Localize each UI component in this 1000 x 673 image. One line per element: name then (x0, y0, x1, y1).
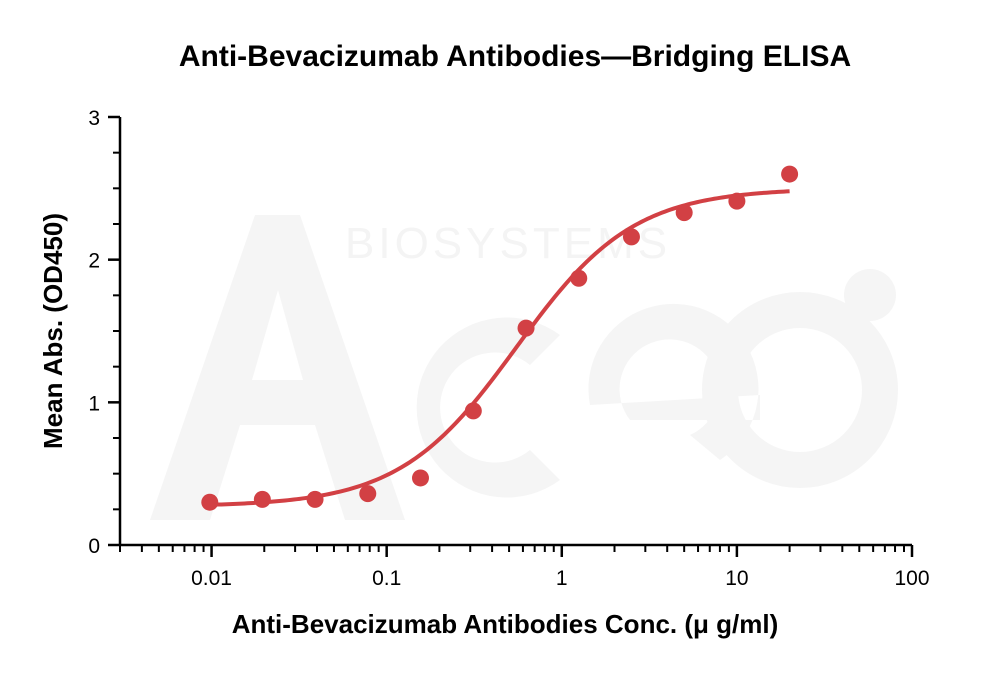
watermark: BIOSYSTEMS (150, 215, 898, 520)
watermark-logo-o (702, 292, 898, 488)
data-point (411, 469, 429, 487)
x-tick-label: 10 (725, 567, 748, 590)
y-tick-label: 3 (88, 107, 100, 130)
watermark-logo-a (150, 215, 405, 520)
x-tick-label: 0.1 (372, 567, 401, 590)
y-ticks: 0 1 2 3 (88, 107, 120, 558)
data-point (306, 490, 324, 508)
data-point (517, 319, 535, 337)
y-tick-label: 1 (88, 392, 100, 415)
data-point (728, 192, 746, 210)
data-point (201, 493, 219, 511)
data-point (622, 228, 640, 246)
data-point (570, 269, 588, 287)
x-tick-label: 1 (556, 567, 568, 590)
watermark-logo-dot (844, 269, 896, 321)
y-tick-label: 0 (88, 535, 100, 558)
fit-curve (209, 189, 790, 507)
chart-title: Anti-Bevacizumab Antibodies—Bridging ELI… (179, 40, 851, 73)
data-point (464, 402, 482, 420)
data-point (781, 165, 799, 183)
data-point (675, 204, 693, 222)
data-points (201, 165, 799, 511)
x-ticks: 0.01 0.1 1 10 100 (119, 545, 930, 590)
x-axis-label: Anti-Bevacizumab Antibodies Conc. (μ g/m… (232, 609, 779, 639)
y-tick-label: 2 (88, 250, 100, 273)
watermark-text: BIOSYSTEMS (345, 219, 671, 268)
x-tick-label: 100 (894, 567, 929, 590)
watermark-logo-c (416, 317, 560, 498)
y-axis-label: Mean Abs. (OD450) (38, 213, 68, 449)
x-tick-label: 0.01 (191, 567, 232, 590)
data-point (253, 490, 271, 508)
data-point (359, 485, 377, 503)
